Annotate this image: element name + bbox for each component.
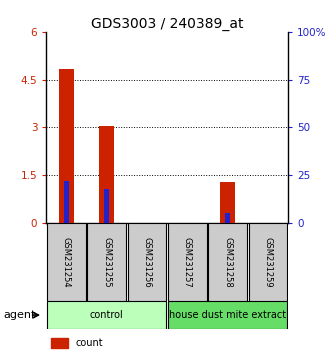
Bar bbox=[208, 223, 247, 301]
Bar bbox=[51, 338, 68, 348]
Title: GDS3003 / 240389_at: GDS3003 / 240389_at bbox=[91, 17, 243, 31]
Bar bbox=[168, 223, 207, 301]
Bar bbox=[87, 223, 126, 301]
Text: GSM231255: GSM231255 bbox=[102, 236, 111, 287]
Text: GSM231256: GSM231256 bbox=[143, 236, 152, 287]
Bar bbox=[59, 69, 74, 223]
Bar bbox=[128, 223, 166, 301]
Text: GSM231254: GSM231254 bbox=[62, 236, 71, 287]
Text: house dust mite extract: house dust mite extract bbox=[169, 310, 286, 320]
Bar bbox=[249, 223, 287, 301]
Bar bbox=[99, 126, 115, 223]
Bar bbox=[64, 181, 69, 223]
Bar bbox=[220, 182, 235, 223]
Text: control: control bbox=[90, 310, 123, 320]
Text: GSM231257: GSM231257 bbox=[183, 236, 192, 287]
Bar bbox=[168, 301, 287, 329]
Bar bbox=[47, 223, 86, 301]
Text: GSM231259: GSM231259 bbox=[263, 236, 272, 287]
Bar bbox=[47, 301, 166, 329]
Bar bbox=[225, 213, 230, 223]
Text: GSM231258: GSM231258 bbox=[223, 236, 232, 287]
Text: agent: agent bbox=[3, 310, 36, 320]
Bar bbox=[104, 189, 109, 223]
Text: count: count bbox=[75, 338, 103, 348]
